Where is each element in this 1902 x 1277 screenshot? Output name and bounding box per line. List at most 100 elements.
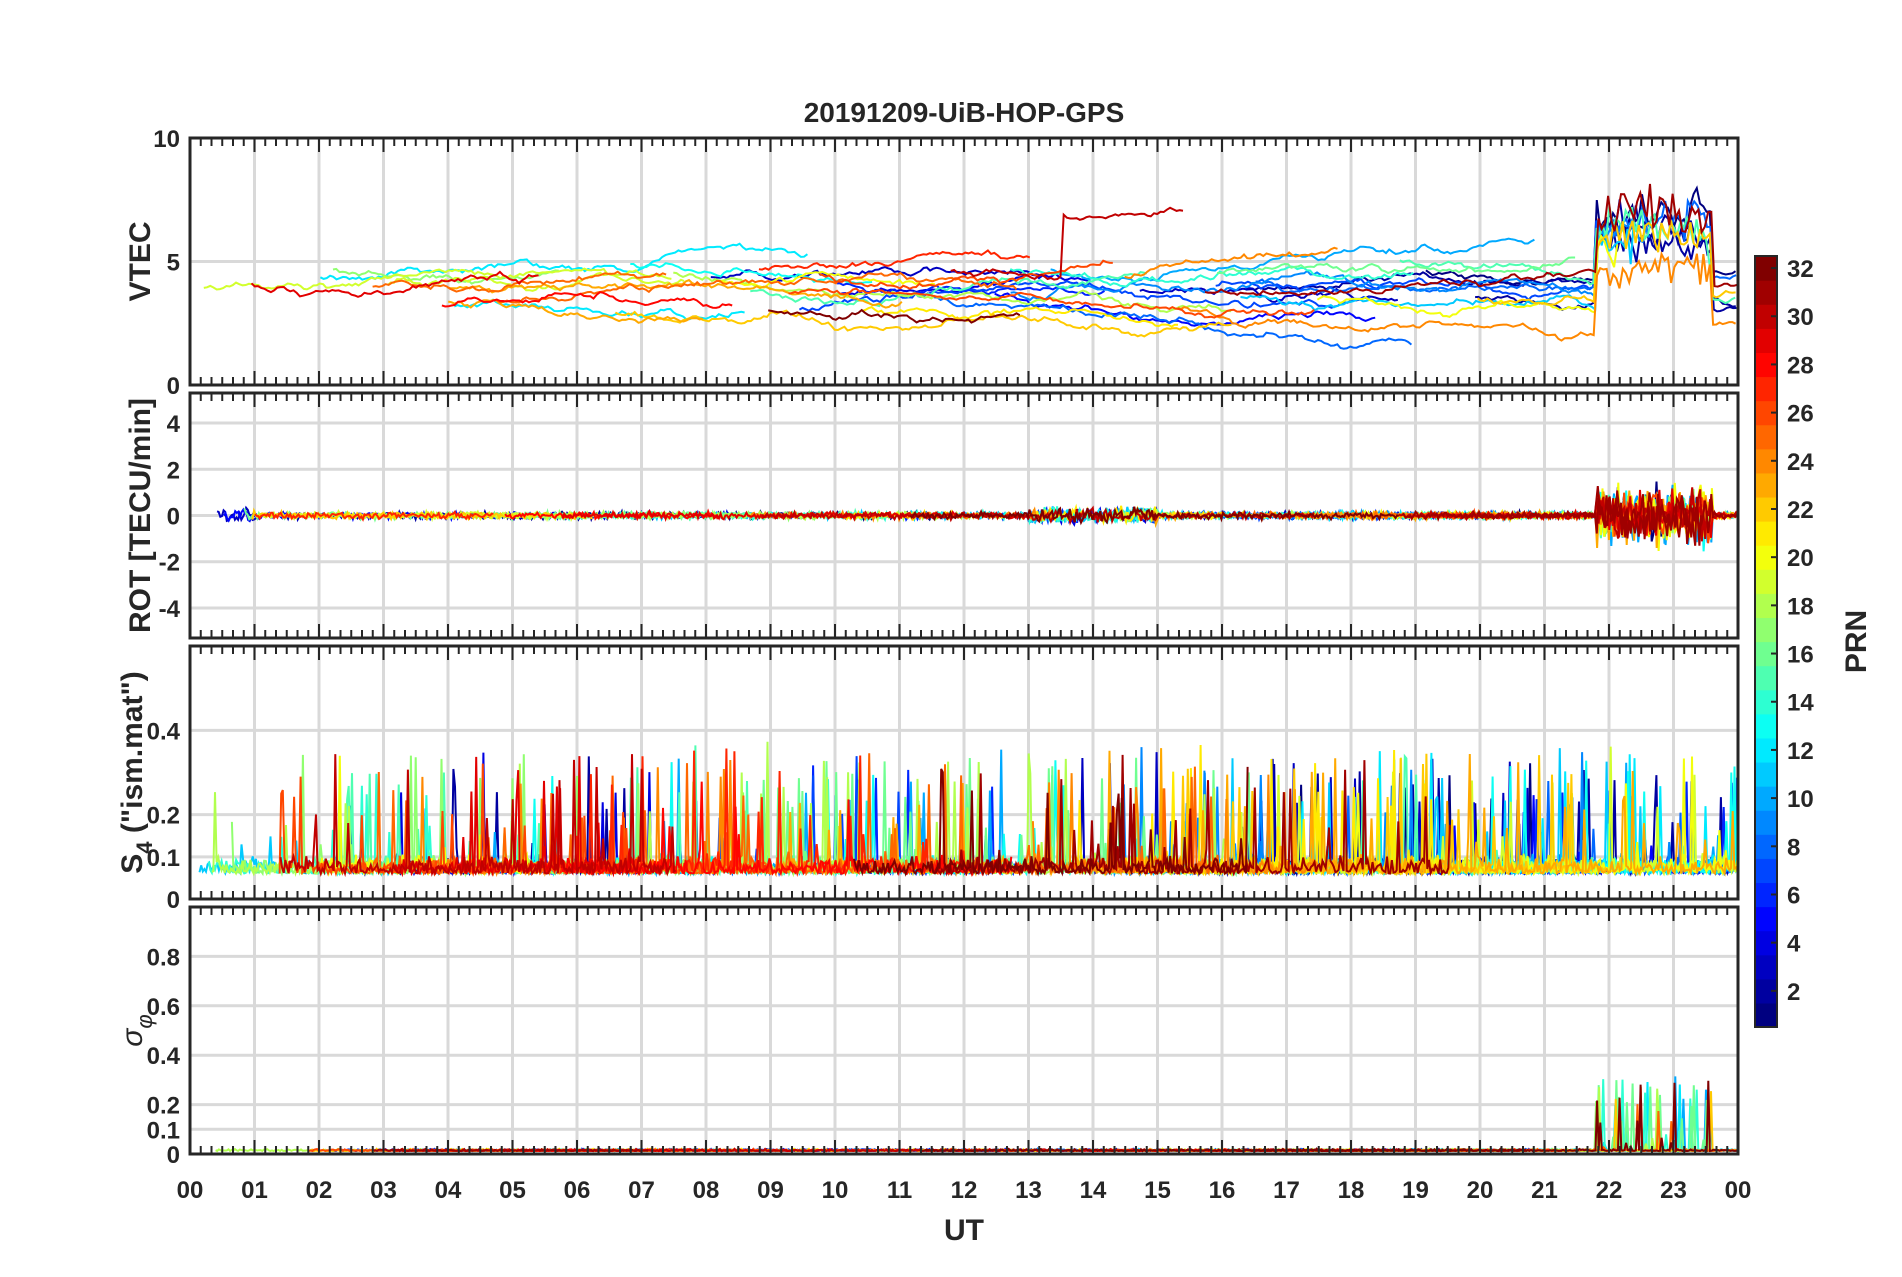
y-tick-label: 5 (167, 250, 180, 277)
colorbar-segment (1755, 786, 1777, 811)
colorbar-segment (1755, 593, 1777, 619)
colorbar-segment (1755, 665, 1777, 691)
x-tick-label: 12 (951, 1177, 978, 1204)
series-prn-31 (1204, 183, 1738, 297)
series-prn-29 (394, 756, 665, 878)
series-prn-32 (853, 766, 1249, 877)
x-tick-label: 17 (1273, 1177, 1300, 1204)
series-prn-31 (373, 1147, 648, 1153)
colorbar-segment (1755, 1002, 1777, 1028)
panel-frame (188, 905, 1740, 1156)
colorbar-segment (1755, 472, 1777, 498)
colorbar-segment (1755, 834, 1777, 859)
x-tick-label: 08 (693, 1177, 720, 1204)
y-tick-label: 0.2 (147, 1093, 180, 1120)
series-prn-15 (1399, 205, 1736, 305)
panel-frame (188, 644, 1740, 901)
series-prn-1 (1425, 185, 1737, 286)
colorbar-segment (1755, 545, 1777, 570)
x-tick-label: 03 (370, 1177, 397, 1204)
colorbar-segment (1755, 424, 1777, 450)
colorbar-segment (1755, 448, 1777, 474)
colorbar-segment (1755, 930, 1777, 956)
colorbar-segment (1755, 882, 1777, 908)
y-tick-label: 0.4 (147, 1043, 181, 1070)
x-tick-label: 16 (1209, 1177, 1236, 1204)
series-prn-14 (1009, 265, 1414, 288)
series-prn-17 (332, 267, 559, 285)
colorbar-tick-label: 32 (1787, 256, 1814, 283)
panel-s4: 0 0.1 0.2 0.4S4 ("ism.mat") (116, 644, 1740, 914)
y-axis-label-sigma-phi: σφ (116, 1014, 157, 1046)
x-tick-label: 04 (435, 1177, 462, 1204)
x-tick-label: 02 (306, 1177, 333, 1204)
series-prn-7 (1215, 220, 1601, 302)
series-prn-26 (788, 287, 1315, 319)
series-prn-13 (630, 262, 873, 285)
x-tick-label: 20 (1467, 1177, 1494, 1204)
series-prn-30 (950, 206, 1184, 281)
x-axis-label: UT (944, 1214, 984, 1247)
y-tick-label: 0.8 (147, 944, 180, 971)
colorbar-tick-label: 2 (1787, 979, 1800, 1006)
colorbar-segment (1755, 713, 1777, 739)
y-tick-label: 0.4 (147, 718, 181, 745)
y-tick-label: 0 (167, 1142, 180, 1169)
series-prn-20 (718, 270, 936, 289)
colorbar-segment (1755, 689, 1777, 715)
x-tick-label: 23 (1660, 1177, 1687, 1204)
x-tick-label: 06 (564, 1177, 591, 1204)
colorbar-label: PRN (1840, 610, 1873, 673)
colorbar-segment (1755, 352, 1777, 378)
y-tick-label: -2 (159, 550, 180, 577)
series-prn-22 (1476, 220, 1736, 306)
series-prn-27 (254, 509, 494, 522)
series-prn-24 (1177, 250, 1737, 342)
colorbar-segment (1755, 641, 1777, 667)
y-tick-label: 10 (153, 126, 180, 153)
colorbar-segment (1755, 280, 1777, 305)
y-tick-label: 0.1 (147, 845, 180, 872)
x-tick-label: 09 (757, 1177, 784, 1204)
chart-title: 20191209-UiB-HOP-GPS (804, 97, 1125, 128)
y-tick-label: 0 (167, 887, 180, 914)
y-tick-label: 0 (167, 373, 180, 400)
y-tick-label: 0.6 (147, 994, 180, 1021)
y-axis-label-vtec: VTEC (124, 221, 157, 301)
colorbar-tick-label: 14 (1787, 690, 1814, 717)
colorbar-segment (1755, 737, 1777, 763)
x-tick-label: 19 (1402, 1177, 1429, 1204)
colorbar-tick-label: 30 (1787, 304, 1814, 331)
y-tick-label: 0.2 (147, 803, 180, 830)
colorbar-segment (1755, 978, 1777, 1004)
x-tick-label: 13 (1015, 1177, 1042, 1204)
colorbar-tick-label: 22 (1787, 497, 1814, 524)
colorbar-tick-label: 26 (1787, 401, 1814, 428)
y-tick-label: 2 (167, 457, 180, 484)
panel-vtec: 0 5 10 VTEC (124, 126, 1740, 400)
x-tick-label: 00 (1725, 1177, 1752, 1204)
colorbar-segment (1755, 617, 1777, 643)
series-prn-32 (768, 308, 1021, 324)
colorbar-segment (1755, 496, 1777, 522)
x-tick-label: 10 (822, 1177, 849, 1204)
colorbar-segment (1755, 521, 1777, 546)
x-tick-label: 21 (1531, 1177, 1558, 1204)
series-prn-30 (279, 754, 677, 878)
series-prn-22 (614, 309, 1232, 338)
colorbar-segment (1755, 256, 1777, 281)
x-tick-label: 01 (241, 1177, 268, 1204)
series-prn-27 (758, 249, 1031, 271)
colorbar-segment (1755, 906, 1777, 932)
colorbar-tick-label: 8 (1787, 834, 1800, 861)
x-tick-label: 07 (628, 1177, 655, 1204)
series-prn-3 (710, 266, 1047, 282)
colorbar-segment (1755, 810, 1777, 835)
x-tick-label: 22 (1596, 1177, 1623, 1204)
y-tick-label: -4 (159, 596, 181, 623)
y-tick-label: 4 (167, 411, 181, 438)
x-tick-label: 15 (1144, 1177, 1171, 1204)
